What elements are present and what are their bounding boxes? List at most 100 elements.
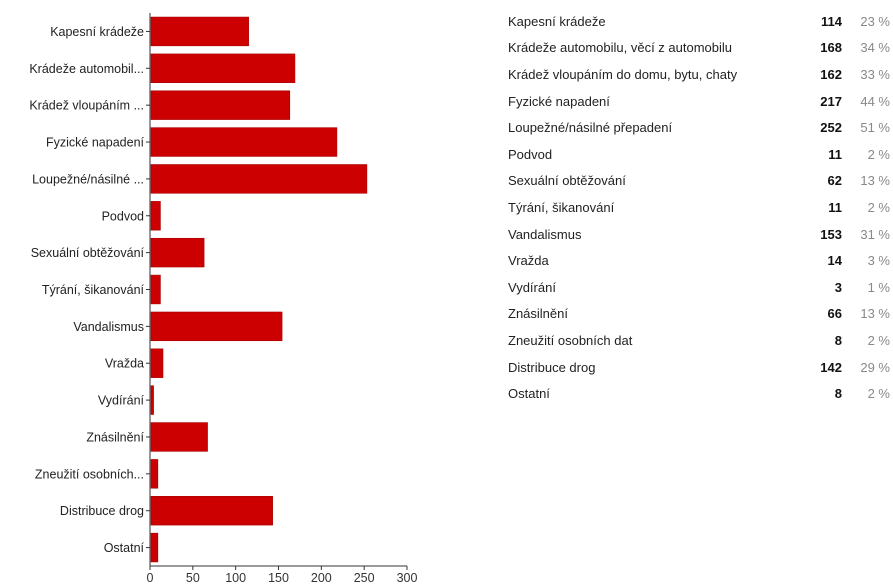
category-label: Loupežné/násilné ... (32, 172, 144, 186)
row-count: 142 (820, 359, 842, 375)
table-row: Vražda 14 3 % (503, 247, 890, 274)
row-percent: 44 % (860, 93, 890, 109)
x-tick-label: 300 (397, 571, 418, 585)
row-percent: 2 % (867, 332, 890, 348)
bar (150, 53, 296, 83)
row-percent: 29 % (860, 359, 890, 375)
row-percent: 33 % (860, 66, 890, 82)
table-row: Týrání, šikanování 11 2 % (503, 194, 890, 221)
x-tick-label: 150 (268, 571, 289, 585)
row-count: 66 (827, 306, 842, 322)
row-label: Vražda (508, 253, 549, 269)
row-percent: 51 % (860, 120, 890, 136)
row-count: 14 (827, 253, 842, 269)
bar (150, 201, 161, 231)
row-percent: 13 % (860, 306, 890, 322)
row-count: 114 (821, 13, 842, 29)
bar (150, 237, 205, 268)
category-label: Vražda (105, 357, 144, 371)
category-labels: Kapesní krádeže Krádeže automobil... Kráde… (29, 25, 144, 555)
row-percent: 34 % (860, 40, 890, 56)
row-label: Ostatní (508, 386, 550, 402)
x-tick-label: 100 (225, 571, 246, 585)
summary-table-body: Kapesní krádeže 114 23 % Krádeže automobilu… (503, 8, 890, 407)
row-label: Týrání, šikanování (508, 199, 615, 215)
category-label: Sexuální obtěžování (31, 246, 145, 260)
row-count: 252 (820, 120, 842, 136)
table-row: Vandalismus 153 31 % (503, 221, 890, 248)
x-tick-labels: 0 50 100 150 200 250 300 (147, 571, 418, 585)
category-label: Ostatní (104, 541, 145, 555)
row-percent: 2 % (867, 146, 890, 162)
row-label: Distribuce drog (508, 359, 596, 375)
table-row: Kapesní krádeže 114 23 % (503, 8, 890, 35)
bar (150, 274, 161, 305)
row-percent: 31 % (860, 226, 890, 242)
bar (150, 164, 368, 194)
category-label: Zneužití osobních... (35, 467, 144, 481)
category-label: Vandalismus (73, 320, 144, 334)
bars-layer (150, 16, 368, 563)
row-label: Sexuální obtěžování (508, 173, 626, 189)
x-tick-label: 0 (147, 571, 154, 585)
row-count: 217 (820, 93, 842, 109)
axes-layer (146, 13, 408, 570)
row-count: 8 (834, 386, 842, 402)
row-count: 11 (828, 146, 842, 162)
row-label: Fyzické napadení (508, 93, 610, 109)
table-row: Zneužití osobních dat 8 2 % (503, 327, 890, 354)
row-count: 3 (834, 279, 842, 295)
row-count: 168 (820, 40, 842, 56)
table-row: Ostatní 8 2 % (503, 380, 890, 407)
bar-chart: Kapesní krádeže Krádeže automobil... Kráde… (29, 13, 418, 585)
row-label: Loupežné/násilné přepadení (508, 120, 673, 136)
row-label: Znásilnění (508, 306, 568, 322)
table-row: Podvod 11 2 % (503, 141, 890, 168)
row-percent: 23 % (860, 13, 890, 29)
x-tick-label: 200 (311, 571, 332, 585)
row-label: Zneužití osobních dat (508, 332, 633, 348)
table-row: Loupežné/násilné přepadení 252 51 % (503, 114, 890, 141)
row-percent: 1 % (867, 279, 890, 295)
summary-table: Kapesní krádeže 114 23 % Krádeže automobilu… (503, 8, 890, 407)
row-count: 162 (820, 66, 842, 82)
row-count: 11 (828, 199, 842, 215)
row-percent: 13 % (860, 173, 890, 189)
row-count: 62 (827, 173, 842, 189)
category-label: Fyzické napadení (46, 136, 145, 150)
category-label: Vydírání (98, 394, 145, 408)
row-percent: 2 % (867, 386, 890, 402)
category-label: Distribuce drog (60, 504, 144, 518)
bar (150, 127, 338, 157)
bar (150, 496, 273, 526)
row-percent: 2 % (867, 199, 890, 215)
row-label: Kapesní krádeže (508, 13, 606, 29)
bar (150, 16, 249, 47)
category-label: Krádež vloupáním ... (29, 99, 144, 113)
row-label: Podvod (508, 146, 553, 162)
category-label: Týrání, šikanování (42, 283, 145, 297)
bar (150, 532, 159, 563)
table-row: Fyzické napadení 217 44 % (503, 88, 890, 115)
row-label: Vydírání (508, 279, 556, 295)
bar (150, 348, 164, 378)
bar (150, 311, 283, 342)
category-label: Podvod (102, 209, 144, 223)
table-row: Krádeže automobilu, věcí z automobilu 168… (503, 35, 890, 62)
row-count: 8 (834, 332, 842, 348)
category-label: Kapesní krádeže (50, 25, 144, 39)
row-label: Krádež vloupáním do domu, bytu, chaty (508, 66, 738, 82)
bar (150, 90, 291, 120)
x-tick-label: 250 (354, 571, 375, 585)
table-row: Krádež vloupáním do domu, bytu, chaty 162… (503, 61, 890, 88)
table-row: Vydírání 3 1 % (503, 274, 890, 301)
bar (150, 385, 154, 415)
table-row: Sexuální obtěžování 62 13 % (503, 168, 890, 195)
row-percent: 3 % (867, 253, 890, 269)
bar (150, 422, 208, 452)
row-label: Vandalismus (508, 226, 582, 242)
bar (150, 459, 159, 489)
x-tick-label: 50 (186, 571, 200, 585)
category-label: Krádeže automobil... (29, 62, 144, 76)
category-label: Znásilnění (86, 430, 144, 444)
